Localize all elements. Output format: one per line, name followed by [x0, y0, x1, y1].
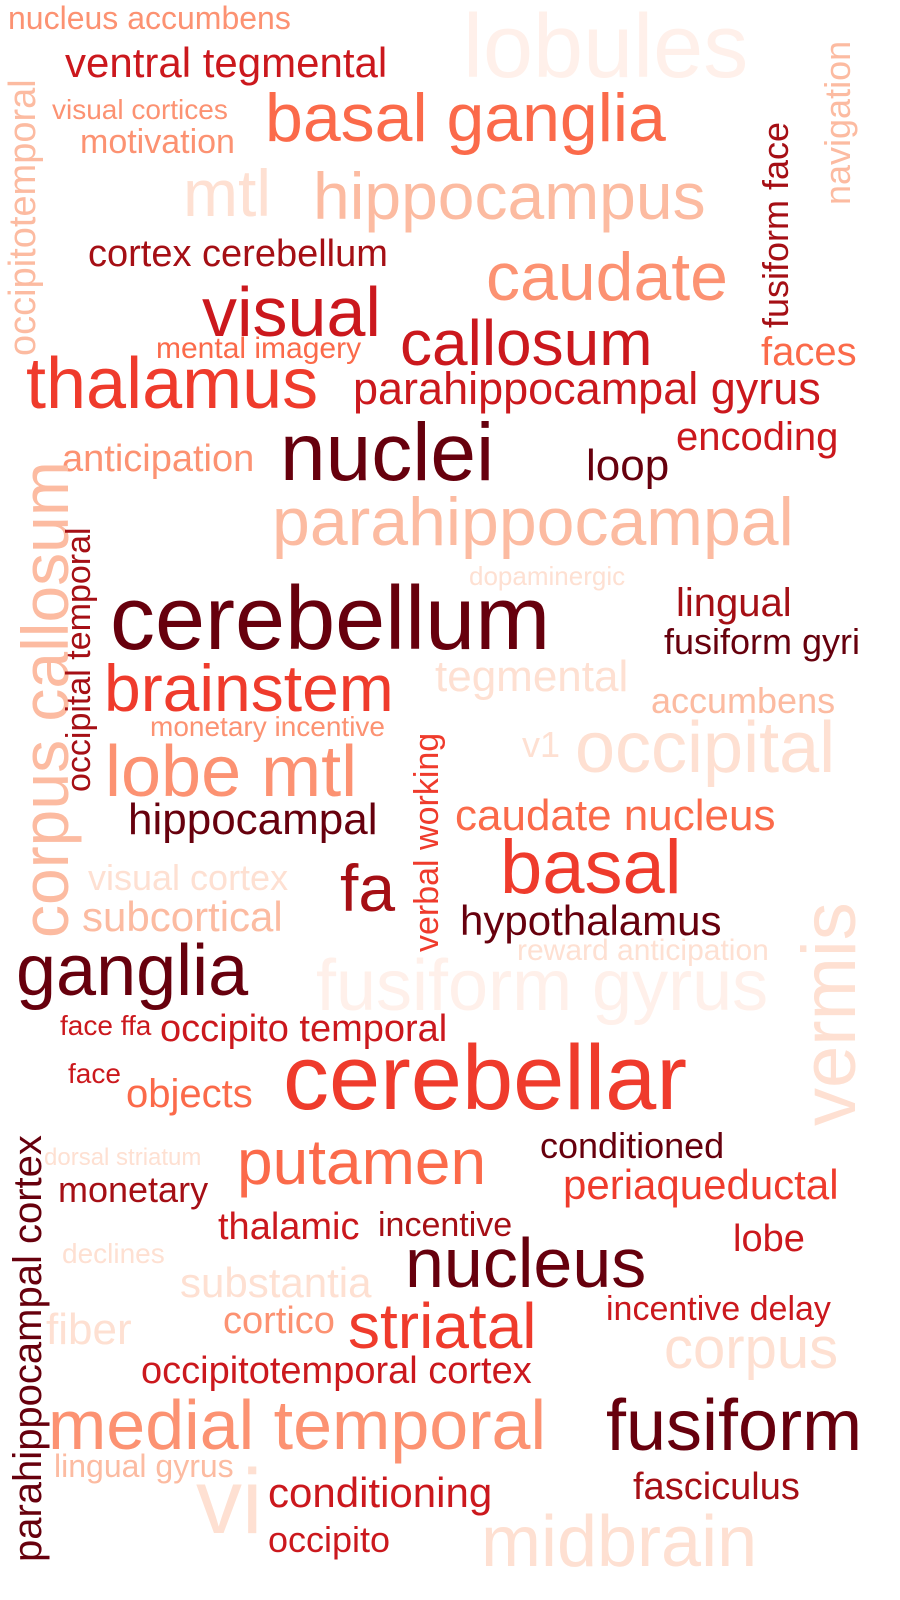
word-visual-cortex: visual cortex	[88, 857, 289, 898]
word-monetary: monetary	[58, 1169, 209, 1210]
word-reward-anticipation: reward anticipation	[517, 934, 769, 967]
word-conditioning: conditioning	[268, 1469, 493, 1516]
word-nucleus-accumbens: nucleus accumbens	[8, 0, 291, 36]
word-incentive-delay: incentive delay	[606, 1290, 831, 1328]
word-occipitotemporal-cortex: occipitotemporal cortex	[141, 1350, 532, 1392]
word-subcortical: subcortical	[82, 893, 283, 940]
word-vi: vi	[196, 1451, 263, 1553]
word-cortex-cerebellum: cortex cerebellum	[88, 233, 388, 275]
word-occipital-temporal: occipital temporal	[60, 527, 98, 792]
word-putamen: putamen	[237, 1126, 487, 1198]
word-cerebellar: cerebellar	[283, 1027, 687, 1129]
word-fusiform-gyri: fusiform gyri	[664, 621, 861, 662]
word-ventral-tegmental: ventral tegmental	[65, 39, 388, 86]
word-fusiform-face: fusiform face	[755, 121, 796, 328]
word-loop: loop	[586, 441, 670, 490]
word-periaqueductal: periaqueductal	[563, 1161, 839, 1208]
word-declines: declines	[62, 1238, 165, 1269]
word-fusiform: fusiform	[606, 1386, 863, 1466]
word-occipito-temporal: occipito temporal	[160, 1008, 448, 1050]
word-vermis: vermis	[787, 902, 872, 1126]
word-lobules: lobules	[463, 0, 749, 97]
word-midbrain: midbrain	[481, 1502, 758, 1582]
word-dorsal-striatum: dorsal striatum	[44, 1144, 202, 1171]
word-brainstem: brainstem	[104, 651, 394, 725]
word-basal-ganglia: basal ganglia	[265, 80, 666, 156]
word-hippocampus: hippocampus	[313, 159, 706, 233]
word-hypothalamus: hypothalamus	[460, 897, 722, 944]
word-verbal-working: verbal working	[408, 732, 446, 952]
word-cortico: cortico	[223, 1300, 335, 1342]
word-nucleus: nucleus	[405, 1224, 647, 1302]
word-visual: visual	[202, 273, 381, 351]
word-objects: objects	[126, 1072, 253, 1116]
word-thalamic: thalamic	[218, 1206, 360, 1248]
word-occipital: occipital	[575, 708, 836, 788]
word-monetary-incentive: monetary incentive	[150, 711, 386, 742]
word-callosum: callosum	[400, 307, 653, 379]
word-dopaminergic: dopaminergic	[469, 561, 626, 591]
word-v1: v1	[522, 724, 561, 765]
word-anticipation: anticipation	[62, 438, 255, 480]
word-occipitotemporal: occipitotemporal	[2, 79, 44, 356]
word-caudate-nucleus: caudate nucleus	[455, 791, 776, 840]
word-visual-cortices: visual cortices	[52, 94, 228, 125]
word-fa: fa	[340, 851, 396, 925]
word-parahippocampal: parahippocampal	[272, 484, 794, 560]
word-motivation: motivation	[80, 123, 235, 161]
word-lingual: lingual	[676, 581, 792, 625]
word-cerebellum: cerebellum	[110, 569, 551, 669]
word-ganglia: ganglia	[16, 931, 249, 1011]
word-lobe: lobe	[733, 1218, 805, 1260]
word-substantia: substantia	[180, 1259, 372, 1306]
word-lingual-gyrus: lingual gyrus	[54, 1448, 234, 1484]
word-fiber: fiber	[46, 1305, 132, 1354]
word-conditioned: conditioned	[540, 1125, 725, 1166]
word-parahippocampal-cortex: parahippocampal cortex	[6, 1135, 50, 1562]
word-faces: faces	[761, 330, 857, 374]
word-incentive: incentive	[378, 1206, 513, 1244]
word-encoding: encoding	[676, 415, 839, 459]
word-nuclei: nuclei	[280, 407, 495, 498]
word-mental-imagery: mental imagery	[156, 332, 362, 365]
word-face-ffa: face ffa	[60, 1010, 152, 1041]
word-mtl: mtl	[183, 156, 271, 230]
word-corpus: corpus	[664, 1316, 839, 1381]
word-medial-temporal: medial temporal	[48, 1386, 546, 1464]
word-tegmental: tegmental	[435, 652, 629, 701]
word-hippocampal: hippocampal	[128, 795, 378, 844]
word-parahippocampal-gyrus: parahippocampal gyrus	[353, 363, 821, 414]
word-fasciculus: fasciculus	[633, 1466, 800, 1508]
word-thalamus: thalamus	[26, 344, 319, 424]
word-caudate: caudate	[486, 239, 728, 315]
word-occipito: occipito	[268, 1519, 391, 1560]
word-face: face	[68, 1058, 121, 1089]
word-basal: basal	[500, 825, 682, 910]
word-fusiform-gyrus: fusiform gyrus	[316, 946, 769, 1026]
word-navigation: navigation	[817, 40, 858, 205]
word-accumbens: accumbens	[651, 680, 836, 721]
word-striatal: striatal	[348, 1290, 537, 1362]
word-lobe-mtl: lobe mtl	[105, 732, 358, 812]
